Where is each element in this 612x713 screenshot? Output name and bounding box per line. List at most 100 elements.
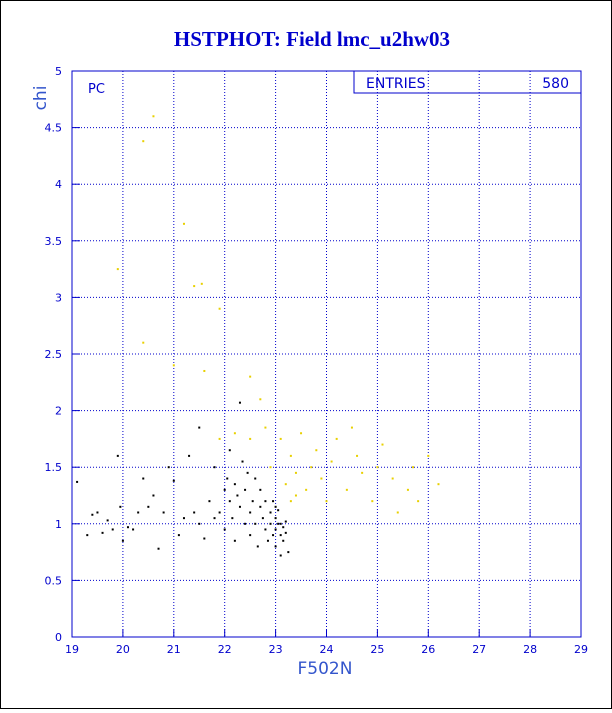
point [137, 511, 140, 514]
point [111, 528, 114, 531]
point [200, 282, 203, 285]
point [142, 477, 145, 480]
point [282, 526, 285, 529]
point [391, 477, 394, 480]
point [233, 432, 236, 435]
point [266, 539, 269, 542]
point [238, 401, 241, 404]
point [119, 505, 122, 508]
point [279, 554, 282, 557]
point [259, 488, 262, 491]
point [244, 522, 247, 525]
point [361, 471, 364, 474]
point [381, 443, 384, 446]
point [198, 522, 201, 525]
point [132, 528, 135, 531]
point [96, 511, 99, 514]
point [289, 500, 292, 503]
x-tick-label: 24 [320, 643, 334, 656]
point [167, 466, 170, 469]
x-tick-label: 29 [574, 643, 588, 656]
point [350, 426, 353, 429]
point [284, 520, 287, 523]
chart-title: HSTPHOT: Field lmc_u2hw03 [174, 27, 450, 51]
point [371, 500, 374, 503]
x-tick-label: 19 [65, 643, 79, 656]
y-tick-label: 4.5 [45, 122, 63, 135]
plot-frame [71, 70, 582, 638]
point [330, 460, 333, 463]
point [162, 511, 165, 514]
point [310, 466, 313, 469]
point [231, 517, 234, 520]
point [376, 466, 379, 469]
x-tick-label: 25 [370, 643, 384, 656]
point [147, 505, 150, 508]
point [233, 483, 236, 486]
y-axis-title: chi [31, 86, 51, 111]
point [182, 517, 185, 520]
point [116, 454, 119, 457]
point [356, 454, 359, 457]
x-tick-label: 27 [472, 643, 486, 656]
y-tick-label: 3 [55, 291, 62, 304]
point [152, 494, 155, 497]
point [277, 509, 280, 512]
point [254, 522, 257, 525]
point [182, 222, 185, 225]
point [406, 488, 409, 491]
point [264, 426, 267, 429]
point [223, 488, 226, 491]
point [412, 466, 415, 469]
point [218, 307, 221, 310]
point [259, 398, 262, 401]
point [249, 375, 252, 378]
point [172, 479, 175, 482]
point [305, 488, 308, 491]
point [284, 483, 287, 486]
point [91, 513, 94, 516]
y-tick-label: 0.5 [45, 574, 63, 587]
point [289, 454, 292, 457]
y-tick-label: 3.5 [45, 235, 63, 248]
x-tick-label: 23 [269, 643, 283, 656]
point [142, 341, 145, 344]
point [121, 539, 124, 542]
stats-label: ENTRIES [366, 76, 426, 92]
y-tick-label: 4 [55, 178, 62, 191]
point [269, 522, 272, 525]
x-tick-label: 21 [167, 643, 181, 656]
point [228, 500, 231, 503]
point [142, 140, 145, 143]
point [287, 551, 290, 554]
x-tick-label: 22 [218, 643, 232, 656]
x-axis-title: F502N [298, 659, 353, 679]
point [203, 537, 206, 540]
point [417, 500, 420, 503]
point [315, 449, 318, 452]
point [126, 526, 129, 529]
point [172, 364, 175, 367]
point [106, 519, 109, 522]
y-tick-label: 5 [55, 65, 62, 78]
point [203, 369, 206, 372]
point [249, 437, 252, 440]
point [272, 534, 275, 537]
point [76, 480, 79, 483]
point [238, 505, 241, 508]
x-tick-label: 28 [523, 643, 537, 656]
point [236, 494, 239, 497]
point [218, 511, 221, 514]
point [254, 477, 257, 480]
point [274, 545, 277, 548]
point [300, 432, 303, 435]
point [198, 426, 201, 429]
point [223, 528, 226, 531]
point [246, 471, 249, 474]
point [294, 471, 297, 474]
point [226, 477, 229, 480]
y-tick-label: 1 [55, 518, 62, 531]
point [294, 494, 297, 497]
point [213, 517, 216, 520]
point [241, 460, 244, 463]
